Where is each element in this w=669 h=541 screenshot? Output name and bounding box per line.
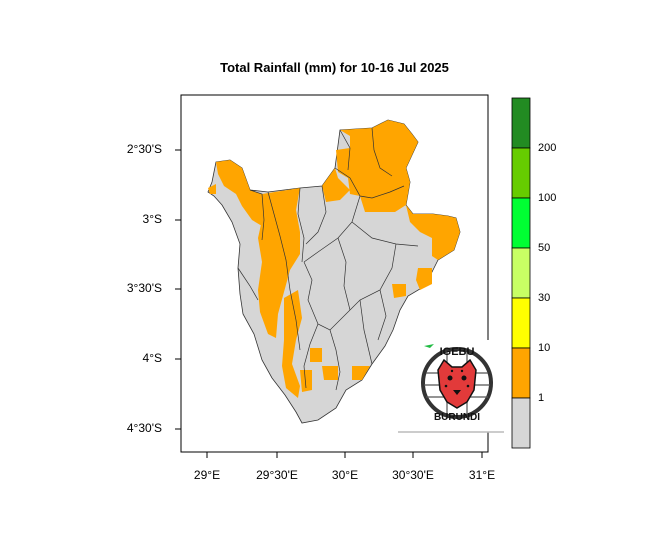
rain-west-strip-2 <box>282 290 302 398</box>
lon-ticks <box>206 452 483 458</box>
colorbar-200-plus <box>511 97 531 149</box>
lon-tick-label: 29°E <box>193 468 221 482</box>
igebu-logo: IGEBU BURUNDI <box>398 340 504 433</box>
lat-tick-label: 4°S <box>142 351 162 365</box>
colorbar <box>511 97 531 449</box>
leopard-head-icon <box>437 358 477 409</box>
colorbar-label: 30 <box>538 292 551 304</box>
lat-tick-label: 3°30'S <box>126 281 162 295</box>
colorbar-50-100 <box>511 197 531 249</box>
rain-east-small-2 <box>392 284 406 298</box>
lat-tick-label: 4°30'S <box>126 421 162 435</box>
rain-east-small <box>416 268 432 290</box>
province-boundaries <box>237 127 419 391</box>
lon-tick-label: 31°E <box>468 468 496 482</box>
logo-leaf-icon <box>424 344 434 348</box>
colorbar-1-10 <box>511 347 531 399</box>
rain-center-north <box>322 168 350 202</box>
colorbar-30-50 <box>511 247 531 299</box>
colorbar-100-200 <box>511 147 531 199</box>
colorbar-label: 10 <box>538 342 551 354</box>
rain-west-strip <box>258 188 300 338</box>
colorbar-label: 100 <box>538 192 557 204</box>
rain-east-edge <box>406 205 460 260</box>
rain-south-2 <box>352 366 370 380</box>
logo-text-bottom: BURUNDI <box>434 412 480 423</box>
lat-tick-label: 2°30'S <box>126 142 162 156</box>
logo-text-top: IGEBU <box>440 346 475 358</box>
colorbar-label: 1 <box>538 392 545 404</box>
rain-south-3 <box>300 370 312 392</box>
lat-ticks <box>175 149 181 430</box>
rain-west-tip <box>208 184 216 194</box>
lon-tick-label: 30°30'E <box>392 468 434 482</box>
colorbar-below-1 <box>511 397 531 449</box>
lon-tick-label: 29°30'E <box>256 468 298 482</box>
map-title: Total Rainfall (mm) for 10-16 Jul 2025 <box>220 60 449 75</box>
rain-north-west <box>216 160 268 226</box>
lon-tick-label: 30°E <box>331 468 359 482</box>
logo-globe-icon <box>421 347 493 419</box>
lat-tick-label: 3°S <box>142 212 162 226</box>
map-frame <box>180 94 489 453</box>
rain-south-1 <box>322 366 338 380</box>
colorbar-label: 50 <box>538 242 551 254</box>
colorbar-label: 200 <box>538 142 557 154</box>
rain-south-4 <box>310 348 322 362</box>
colorbar-10-30 <box>511 297 531 349</box>
